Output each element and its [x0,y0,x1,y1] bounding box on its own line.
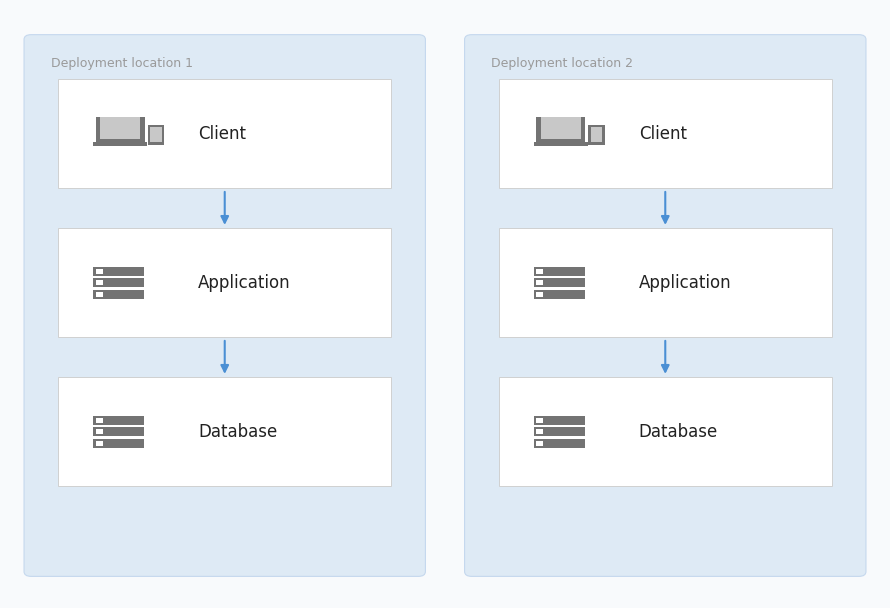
Bar [93,278,144,288]
Bar [536,429,544,434]
Bar [534,142,587,146]
Bar [534,416,585,425]
Text: Application: Application [198,274,291,292]
Bar [93,142,147,146]
Bar [591,127,602,142]
Bar [93,439,144,447]
Bar [93,416,144,425]
Bar [95,117,144,142]
Text: Client: Client [198,125,247,143]
Text: Application: Application [639,274,732,292]
Bar [536,117,585,142]
Bar [534,427,585,437]
Bar [95,292,103,297]
Bar [534,290,585,299]
Bar [93,267,144,276]
Bar [536,269,544,274]
Bar [541,117,580,139]
Text: Database: Database [639,423,718,441]
Bar [93,290,144,299]
FancyBboxPatch shape [465,35,866,576]
Bar [58,80,392,188]
Text: Deployment location 2: Deployment location 2 [491,57,634,69]
Bar [150,127,161,142]
Bar [95,269,103,274]
Bar [58,229,392,337]
Bar [101,117,140,139]
Bar [498,378,832,486]
Bar [95,429,103,434]
Bar [58,378,392,486]
FancyBboxPatch shape [24,35,425,576]
Bar [534,267,585,276]
Bar [93,427,144,437]
Bar [536,292,544,297]
Bar [536,418,544,423]
Bar [534,278,585,288]
Bar [498,229,832,337]
Bar [536,280,544,285]
Bar [536,441,544,446]
Bar [148,125,164,145]
Bar [534,439,585,447]
Bar [95,280,103,285]
Bar [498,80,832,188]
Text: Deployment location 1: Deployment location 1 [51,57,193,69]
Bar [588,125,604,145]
Text: Database: Database [198,423,278,441]
Text: Client: Client [639,125,687,143]
Bar [95,418,103,423]
Bar [95,441,103,446]
